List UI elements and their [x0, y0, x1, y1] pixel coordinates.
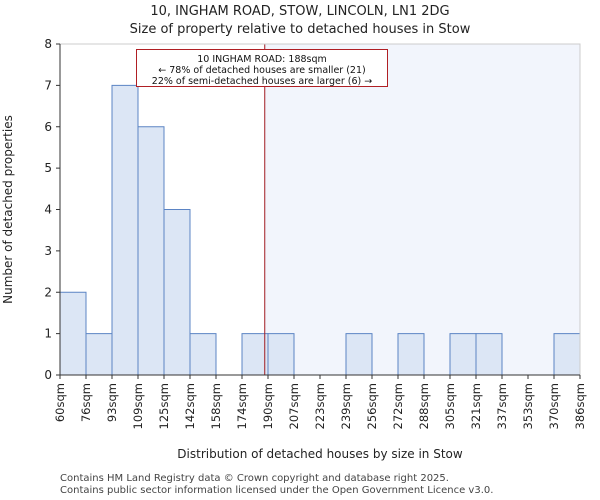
x-tick-label: 337sqm: [495, 383, 509, 429]
annotation-line-3: 22% of semi-detached houses are larger (…: [151, 76, 373, 87]
y-tick-label: 1: [44, 327, 52, 341]
x-tick-label: 288sqm: [417, 383, 431, 429]
property-annotation-box: 10 INGHAM ROAD: 188sqm ← 78% of detached…: [136, 49, 388, 87]
x-axis-label: Distribution of detached houses by size …: [177, 447, 463, 461]
bar-370sqm: [553, 333, 581, 376]
x-tick-label: 158sqm: [209, 383, 223, 429]
x-tick-label: 190sqm: [261, 383, 275, 429]
x-tick-label: 305sqm: [443, 383, 457, 429]
annotation-line-2: ← 78% of detached houses are smaller (21…: [158, 65, 366, 76]
x-tick-label: 370sqm: [547, 383, 561, 429]
bar-321sqm: [475, 333, 503, 376]
bar-239sqm: [345, 333, 373, 376]
x-tick-label: 321sqm: [469, 383, 483, 429]
y-tick-label: 5: [44, 161, 52, 175]
y-tick-label: 4: [44, 203, 52, 217]
y-tick-label: 6: [44, 120, 52, 134]
x-tick-label: 125sqm: [157, 383, 171, 429]
x-tick-label: 60sqm: [53, 383, 67, 422]
footer-line-2: Contains public sector information licen…: [60, 485, 494, 496]
annotation-line-1: 10 INGHAM ROAD: 188sqm: [197, 54, 327, 65]
bar-125sqm: [163, 209, 191, 376]
bar-60sqm: [59, 291, 87, 376]
chart-title: 10, INGHAM ROAD, STOW, LINCOLN, LN1 2DG: [150, 4, 450, 19]
bar-305sqm: [449, 333, 477, 376]
x-tick-label: 239sqm: [339, 383, 353, 429]
x-tick-label: 109sqm: [131, 383, 145, 429]
larger-region-highlight: [264, 44, 580, 375]
y-tick-label: 7: [44, 78, 52, 92]
bar-109sqm: [137, 126, 165, 376]
bar-174sqm: [241, 333, 269, 376]
x-tick-label: 272sqm: [391, 383, 405, 429]
y-tick-label: 0: [44, 368, 52, 382]
footer-line-1: Contains HM Land Registry data © Crown c…: [60, 473, 449, 484]
bar-272sqm: [397, 333, 425, 376]
x-tick-label: 256sqm: [365, 383, 379, 429]
y-axis-label: Number of detached properties: [1, 115, 15, 304]
x-tick-label: 76sqm: [79, 383, 93, 422]
x-tick-label: 174sqm: [235, 383, 249, 429]
x-tick-label: 93sqm: [105, 383, 119, 422]
bar-142sqm: [189, 333, 217, 376]
bar-190sqm: [267, 333, 295, 376]
x-tick-label: 223sqm: [313, 383, 327, 429]
x-tick-label: 386sqm: [573, 383, 587, 429]
y-tick-label: 8: [44, 37, 52, 51]
chart-subtitle: Size of property relative to detached ho…: [129, 22, 471, 37]
x-tick-label: 353sqm: [521, 383, 535, 429]
x-tick-label: 207sqm: [287, 383, 301, 429]
y-tick-label: 3: [44, 244, 52, 258]
x-tick-label: 142sqm: [183, 383, 197, 429]
bar-93sqm: [111, 84, 139, 376]
y-tick-label: 2: [44, 285, 52, 299]
bar-76sqm: [85, 333, 113, 376]
